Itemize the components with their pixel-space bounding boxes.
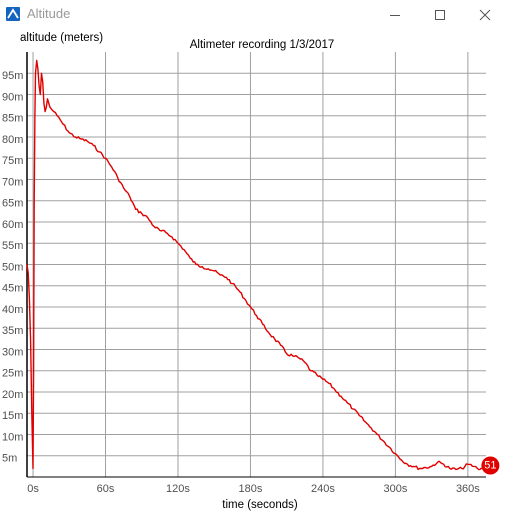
x-tick-label: 60s	[97, 483, 115, 495]
maximize-icon	[435, 9, 445, 20]
y-tick-label: 25m	[2, 368, 23, 380]
x-tick-label: 0s	[27, 483, 39, 495]
end-marker[interactable]: 51	[481, 456, 500, 475]
y-tick-label: 35m	[2, 325, 23, 337]
y-tick-label: 50m	[2, 261, 23, 273]
y-tick-label: 55m	[2, 240, 23, 252]
minimize-button[interactable]	[373, 0, 417, 29]
window-titlebar: Altitude	[0, 0, 508, 29]
y-tick-label: 90m	[2, 91, 23, 103]
y-tick-label: 65m	[2, 198, 23, 210]
y-tick-label: 70m	[2, 176, 23, 188]
app-icon	[6, 7, 20, 21]
y-tick-label: 40m	[2, 304, 23, 316]
end-marker-label: 51	[484, 460, 496, 472]
end-marker-circle	[481, 456, 500, 475]
x-axis-label: time (seconds)	[222, 499, 298, 511]
grid	[27, 52, 486, 477]
y-tick-label: 60m	[2, 219, 23, 231]
y-tick-label: 45m	[2, 283, 23, 295]
altitude-series-line	[26, 59, 483, 471]
x-tick-label: 300s	[383, 483, 407, 495]
y-tick-label: 95m	[2, 70, 23, 82]
x-tick-label: 360s	[456, 483, 480, 495]
y-tick-label: 5m	[2, 453, 17, 465]
y-tick-label: 15m	[2, 410, 23, 422]
altitude-chart: altitude (meters) Altimeter recording 1/…	[2, 32, 500, 511]
close-icon	[479, 9, 491, 20]
maximize-button[interactable]	[418, 0, 462, 29]
x-tick-label: 120s	[166, 483, 190, 495]
y-tick-label: 20m	[2, 389, 23, 401]
minimize-icon	[390, 14, 400, 16]
chart-title: Altimeter recording 1/3/2017	[190, 39, 334, 51]
tick-labels: 5m 10m 15m 20m 25m 30m 35m 40m 45m 50m 55m 60m 65m 70…	[2, 70, 480, 495]
close-button[interactable]	[463, 0, 507, 29]
y-tick-label: 30m	[2, 346, 23, 358]
y-axis-label: altitude (meters)	[20, 32, 103, 44]
y-tick-label: 75m	[2, 155, 23, 167]
y-tick-label: 10m	[2, 431, 23, 443]
window-title: Altitude	[27, 6, 71, 21]
y-tick-label: 85m	[2, 113, 23, 125]
y-tick-label: 80m	[2, 134, 23, 146]
x-tick-label: 180s	[239, 483, 263, 495]
x-tick-label: 240s	[311, 483, 335, 495]
